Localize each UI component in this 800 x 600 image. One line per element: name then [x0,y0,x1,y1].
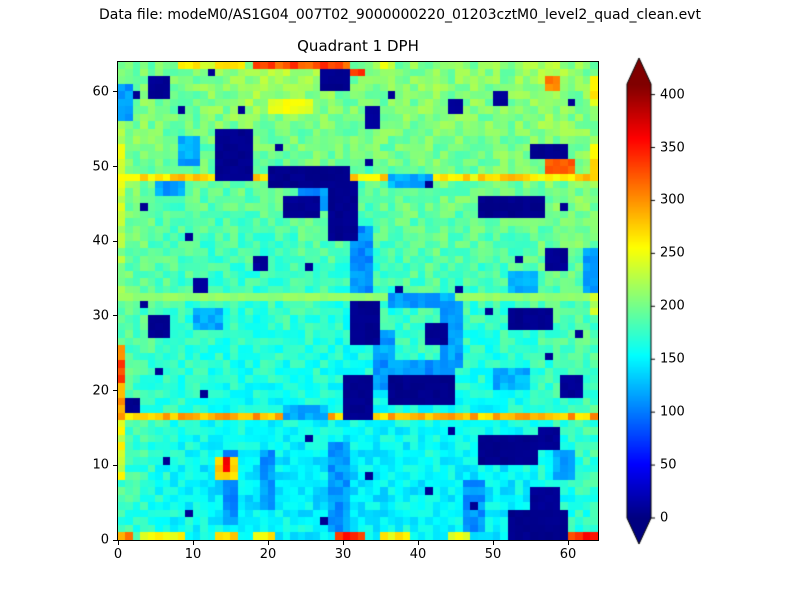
y-tick-mark [113,539,117,541]
colorbar-tick-label: 400 [660,87,685,103]
colorbar-tick-label: 50 [660,457,677,473]
x-tick-label: 0 [113,547,123,562]
x-tick-label: 30 [334,547,352,562]
colorbar-tick-label: 0 [660,510,669,526]
x-tick-mark [567,541,569,545]
colorbar-tick-label: 100 [660,404,685,420]
y-tick-mark [113,91,117,93]
colorbar [625,56,665,548]
y-tick-label: 50 [92,159,109,175]
x-tick-label: 40 [409,547,427,562]
colorbar-tick-label: 200 [660,298,685,314]
x-tick-label: 10 [184,547,202,562]
colorbar-tick-label: 300 [660,192,685,208]
y-tick-mark [113,315,117,317]
x-tick-mark [417,541,419,545]
x-tick-label: 20 [259,547,277,562]
y-tick-label: 60 [92,84,109,100]
x-tick-mark [117,541,119,545]
plot-axes-frame [117,61,599,541]
colorbar-tick-label: 350 [660,140,685,155]
x-tick-mark [492,541,494,545]
x-tick-mark [267,541,269,545]
y-tick-mark [113,240,117,242]
y-tick-mark [113,166,117,168]
plot-title: Quadrant 1 DPH [297,37,419,55]
y-tick-mark [113,390,117,392]
colorbar-tick-label: 150 [660,351,685,367]
y-tick-label: 30 [92,308,109,324]
y-tick-label: 10 [92,457,109,473]
y-tick-label: 40 [92,233,109,249]
y-tick-mark [113,464,117,466]
x-tick-label: 50 [484,547,502,562]
datafile-text: Data file: modeM0/AS1G04_007T02_90000002… [99,7,701,23]
x-tick-mark [192,541,194,545]
y-tick-label: 0 [100,532,109,548]
y-tick-label: 20 [92,383,109,399]
x-tick-mark [342,541,344,545]
colorbar-tick-label: 250 [660,245,685,261]
x-tick-label: 60 [559,547,577,562]
heatmap-image [118,62,598,540]
